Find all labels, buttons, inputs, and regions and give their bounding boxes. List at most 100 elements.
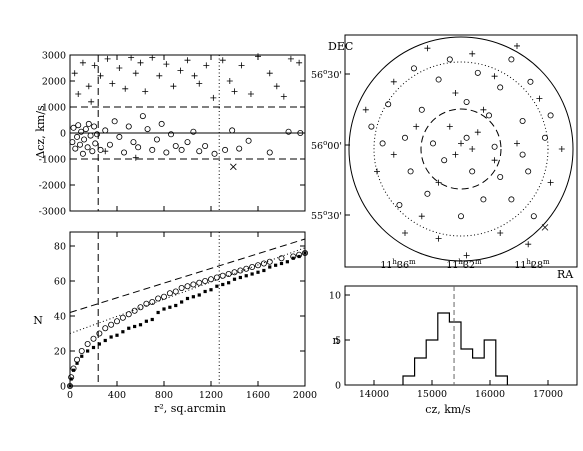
p1-point [125,123,132,130]
p2-ylabel: N [33,314,43,327]
p2-ytick-label: 60 [54,277,66,288]
p2-point [256,270,260,274]
p2-point [203,289,207,294]
p3-galaxy [558,146,565,152]
p1-point [102,127,109,134]
p2-point [68,384,72,388]
p1-point [210,94,217,101]
p3-galaxy [485,112,492,119]
p2-point [75,361,79,365]
p4-xtick-label: 14000 [359,389,389,400]
p1-point [196,80,203,87]
p1-point [191,72,198,79]
p4-bar [438,313,450,385]
p4-bar [461,349,473,385]
p3-galaxy [541,224,549,231]
p1-ytick-label: -1000 [39,155,66,166]
p1-point [81,136,88,143]
p3-galaxy [463,252,470,259]
p2-point [243,265,250,272]
p1-point [230,163,237,171]
p1-point [70,124,77,131]
p2-point [156,310,160,315]
p3-galaxy [519,151,526,158]
p3-ra-label: 11h36m [380,258,416,271]
p1-point [222,146,229,153]
p3-galaxy [441,157,448,164]
p3-galaxy [514,140,520,147]
p2-ytick-label: 0 [60,382,66,393]
cz-histogram-panel: 0 5 10 14000 15000 16000 17000 [329,285,578,400]
p2-point [209,288,213,292]
p1-point [78,128,85,135]
p3-ra-label: 11h32m [446,258,482,271]
p3-galaxy [424,190,431,197]
p1-point [137,59,144,66]
p3-galaxy [390,78,397,85]
p2-point [127,326,131,330]
p1-point [82,126,89,133]
p3-galaxy [458,140,464,147]
p1-ytick-label: 3000 [42,51,66,62]
p2-point [114,318,121,325]
p3-galaxy [368,123,375,130]
p1-point [104,55,111,62]
p1-point [122,85,129,92]
p2-point [86,349,90,353]
p2-point [84,340,91,347]
p3-galaxy [508,196,515,203]
p3-dotted-circle [373,61,549,237]
p2-fit-line [69,247,306,334]
p2-point [184,283,191,290]
p1-point [132,154,139,161]
p2-point [155,295,162,302]
p1-point [156,72,163,79]
p2-point [80,354,84,358]
p1-point [74,133,81,140]
p2-point [144,319,148,323]
p1-point [87,132,94,139]
p3-outer-circle [348,36,574,262]
p2-point [301,249,308,256]
p1-point [149,146,156,153]
p2-point [74,356,81,363]
p1-point [184,57,191,64]
p3-galaxy [497,84,504,91]
p2-point [125,311,132,318]
sky-map-panel: 11h36m 11h32m 11h28m 56o30' 56o00' 55o30' [311,34,578,271]
p2-xlabel: r², sq.arcmin [154,402,226,415]
p2-point [143,300,150,307]
p2-point [90,335,97,342]
p2-point [285,260,289,264]
p2-point [225,270,232,277]
p3-galaxy [491,73,498,80]
p2-point [279,261,284,266]
p3-galaxy [525,241,532,248]
p1-point [91,62,98,69]
p3-galaxy [530,213,537,220]
p2-point [196,279,203,286]
p1-point [280,93,287,100]
p2-point [191,295,195,299]
p3-dec-label: 56o30' [311,68,342,81]
p1-point [287,55,294,62]
p2-fit-line [69,238,306,313]
p3-galaxy [480,106,487,113]
p3-galaxy [396,201,403,208]
p2-xtick-label: 1200 [199,390,223,401]
p1-point [121,149,128,156]
p2-point [190,281,197,288]
p3-galaxy [536,95,543,102]
p3-galaxy [497,173,504,180]
p2-xtick-label: 1600 [246,390,270,401]
p2-point [69,377,73,381]
p2-point [207,276,214,283]
p1-point [285,128,292,135]
p2-point [180,300,184,304]
p1-point [236,145,243,152]
p1-point [297,129,304,136]
p3-galaxy [508,56,515,63]
p1-ytick-label: -2000 [39,181,66,192]
p1-point [226,78,233,84]
p3-galaxy [474,69,481,76]
